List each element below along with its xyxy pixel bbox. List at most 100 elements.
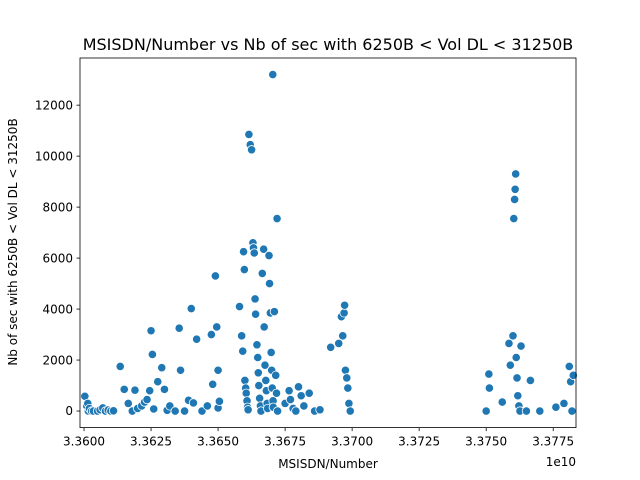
data-point bbox=[296, 391, 306, 401]
data-point bbox=[269, 307, 279, 317]
data-point bbox=[268, 69, 278, 80]
chart-title: MSISDN/Number vs Nb of sec with 6250B < … bbox=[83, 35, 574, 54]
data-point bbox=[241, 388, 251, 398]
data-point bbox=[175, 365, 186, 375]
y-tick-label: 10000 bbox=[35, 149, 73, 163]
data-point bbox=[157, 363, 167, 373]
data-point bbox=[202, 401, 212, 411]
data-point bbox=[146, 326, 156, 336]
y-tick-label: 12000 bbox=[35, 98, 73, 112]
x-axis: 3.3600 3.3625 3.3650 3.3675 3.3700 3.3725 3.37… bbox=[63, 427, 574, 449]
plot-area bbox=[80, 69, 578, 416]
data-point bbox=[206, 329, 216, 340]
data-point bbox=[272, 406, 283, 416]
data-point bbox=[108, 406, 119, 416]
data-point bbox=[264, 278, 275, 289]
data-point bbox=[210, 271, 220, 281]
x-tick-label: 3.3750 bbox=[465, 435, 507, 449]
y-axis: 0 2000 4000 6000 8000 10000 12000 bbox=[35, 98, 80, 418]
data-point bbox=[505, 360, 515, 370]
x-tick-label: 3.3600 bbox=[63, 435, 105, 449]
data-point bbox=[509, 213, 519, 224]
data-point bbox=[149, 404, 159, 414]
data-point bbox=[345, 406, 355, 416]
data-point bbox=[170, 406, 180, 416]
data-point bbox=[516, 341, 526, 351]
data-point bbox=[249, 248, 259, 258]
data-point bbox=[145, 386, 155, 396]
data-point bbox=[264, 250, 274, 261]
data-point bbox=[212, 322, 222, 332]
plot-frame bbox=[79, 57, 577, 429]
x-tick-label: 3.3700 bbox=[331, 435, 373, 449]
data-point bbox=[521, 406, 532, 416]
data-point bbox=[484, 383, 494, 393]
data-point bbox=[497, 397, 507, 407]
data-point bbox=[252, 340, 262, 350]
data-point bbox=[254, 380, 264, 391]
data-point bbox=[508, 331, 518, 341]
data-point bbox=[147, 349, 157, 360]
data-point bbox=[192, 334, 202, 344]
data-point bbox=[255, 393, 265, 403]
data-point bbox=[174, 323, 184, 333]
y-tick-label: 4000 bbox=[42, 302, 73, 316]
data-point bbox=[243, 405, 253, 415]
data-point bbox=[342, 373, 352, 383]
data-point bbox=[214, 396, 225, 406]
data-point bbox=[188, 398, 199, 408]
y-tick-label: 6000 bbox=[42, 251, 73, 265]
data-point bbox=[119, 384, 129, 394]
data-point bbox=[334, 338, 344, 349]
data-point bbox=[511, 169, 521, 179]
data-point bbox=[567, 406, 577, 416]
data-point bbox=[291, 406, 301, 416]
data-point bbox=[512, 373, 522, 383]
data-point bbox=[509, 194, 520, 205]
data-point bbox=[208, 379, 218, 389]
data-point bbox=[253, 352, 263, 363]
data-point bbox=[340, 300, 350, 310]
data-point bbox=[513, 391, 523, 401]
y-axis-label: Nb of sec with 6250B < Vol DL < 31250B bbox=[6, 118, 20, 365]
data-point bbox=[568, 370, 578, 380]
x-axis-label: MSISDN/Number bbox=[278, 457, 378, 471]
data-point bbox=[253, 368, 263, 378]
data-point bbox=[259, 244, 269, 254]
x-tick-label: 3.3650 bbox=[197, 435, 239, 449]
data-point bbox=[234, 301, 245, 312]
data-point bbox=[284, 386, 294, 396]
data-point bbox=[179, 406, 190, 416]
data-point bbox=[251, 309, 261, 319]
y-tick-label: 2000 bbox=[42, 353, 73, 367]
data-point bbox=[504, 338, 514, 349]
data-point bbox=[240, 375, 250, 386]
data-point bbox=[260, 360, 270, 370]
data-point bbox=[213, 365, 223, 375]
data-point bbox=[344, 398, 354, 408]
data-point bbox=[271, 370, 281, 380]
data-point bbox=[259, 322, 269, 332]
y-tick-label: 0 bbox=[65, 404, 73, 418]
x-tick-label: 3.3625 bbox=[130, 435, 172, 449]
data-point bbox=[340, 365, 351, 375]
x-tick-label: 3.3725 bbox=[398, 435, 440, 449]
data-point bbox=[293, 382, 304, 392]
data-point bbox=[484, 369, 494, 379]
data-point bbox=[326, 342, 336, 352]
x-tick-label: 3.3775 bbox=[532, 435, 574, 449]
data-point bbox=[115, 361, 125, 372]
data-point bbox=[559, 398, 569, 408]
data-point bbox=[525, 375, 536, 386]
data-point bbox=[237, 331, 247, 341]
data-point bbox=[564, 361, 574, 372]
data-point bbox=[304, 388, 314, 398]
data-point bbox=[142, 394, 152, 405]
data-point bbox=[272, 213, 282, 224]
data-point bbox=[238, 247, 249, 257]
data-point bbox=[299, 401, 309, 411]
data-point bbox=[343, 383, 353, 393]
data-point bbox=[510, 184, 520, 194]
data-point bbox=[239, 264, 249, 275]
data-point bbox=[186, 303, 196, 314]
